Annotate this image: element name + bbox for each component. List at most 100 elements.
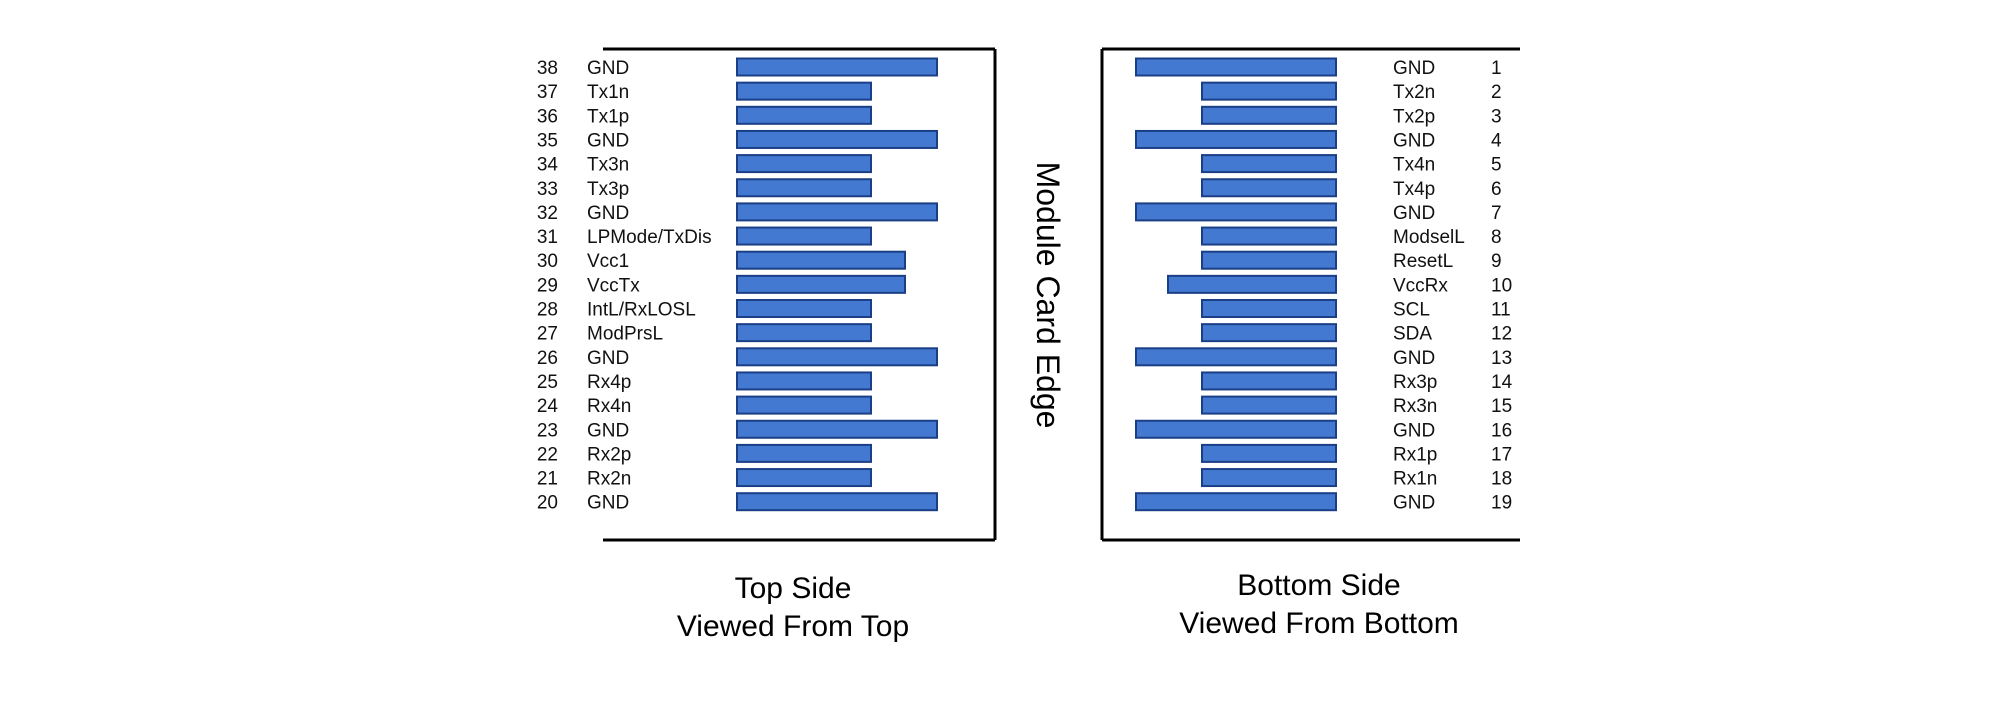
bottom-pin-row: Rx3p 14 (1201, 371, 1513, 393)
top-side-caption: Top Side Viewed From Top (583, 570, 1003, 646)
bottom-pin-row: GND 4 (1135, 129, 1502, 151)
pin-name: GND (1393, 58, 1435, 79)
pin-number: 2 (1491, 82, 1502, 103)
pin-number: 21 (537, 469, 558, 490)
bottom-side-caption-line2: Viewed From Bottom (1179, 607, 1459, 640)
pin-number: 38 (537, 58, 558, 79)
pin-name: GND (587, 348, 629, 369)
contact-pad (1201, 154, 1337, 174)
pin-name: SCL (1393, 300, 1430, 321)
pin-number: 17 (1491, 444, 1512, 465)
pin-number: 11 (1491, 300, 1511, 321)
pin-number: 30 (537, 251, 558, 272)
bottom-pin-row: Tx2n 2 (1201, 81, 1502, 103)
bottom-pin-row: ModselL 8 (1201, 226, 1502, 248)
pin-name: Tx2p (1393, 106, 1435, 127)
pin-number: 37 (537, 82, 558, 103)
bottom-pin-row: Rx1n 18 (1201, 468, 1512, 490)
pin-name: VccTx (587, 275, 640, 296)
contact-pad (1167, 274, 1337, 294)
bottom-pin-row: Tx2p 3 (1201, 105, 1502, 127)
pin-name: Tx4p (1393, 179, 1435, 200)
pin-name: Tx2n (1393, 82, 1435, 103)
bottom-pin-row: ResetL 9 (1201, 250, 1502, 272)
contact-pad (736, 105, 872, 125)
top-pin-row: 26 GND (537, 347, 938, 369)
contact-pad (1201, 371, 1337, 391)
contact-pad (736, 57, 938, 77)
contact-pad (1201, 468, 1337, 488)
contact-pad (1135, 129, 1337, 149)
pin-number: 27 (537, 324, 558, 345)
top-pin-row: 20 GND (537, 492, 938, 514)
contact-pad (1201, 81, 1337, 101)
contact-pad (1135, 492, 1337, 512)
contact-pad (736, 202, 938, 222)
contact-pad (1135, 57, 1337, 77)
pin-name: Rx3n (1393, 396, 1437, 417)
bottom-side-frame (1100, 47, 1520, 542)
bottom-pin-row: Tx4p 6 (1201, 178, 1502, 200)
pin-number: 20 (537, 493, 558, 514)
pin-number: 22 (537, 444, 558, 465)
pin-number: 13 (1491, 348, 1512, 369)
top-side-caption-line2: Viewed From Top (676, 610, 910, 643)
contact-pad (1201, 105, 1337, 125)
top-pin-row: 38 GND (537, 57, 938, 79)
module-card-edge-label: Module Card Edge (1030, 162, 1066, 429)
bottom-side-caption: Bottom Side Viewed From Bottom (1109, 567, 1529, 643)
bottom-pin-row: Rx3n 15 (1201, 395, 1512, 417)
pin-number: 31 (537, 227, 558, 248)
pin-name: GND (587, 58, 629, 79)
pin-number: 19 (1491, 493, 1512, 514)
contact-pad (736, 226, 872, 246)
pin-name: Rx3p (1393, 372, 1437, 393)
pin-number: 3 (1491, 106, 1502, 127)
pin-name: Tx3n (587, 155, 629, 176)
pin-number: 16 (1491, 420, 1512, 441)
contact-pad (1201, 299, 1337, 318)
bottom-side-pins: GND 1 Tx2n 2 Tx2p 3 GND 4 Tx4n 5 Tx4p 6 GND 7 ModselL 8… (1135, 57, 1513, 514)
pin-name: LPMode/TxDis (587, 227, 712, 248)
contact-pad (1201, 226, 1337, 246)
pin-number: 5 (1491, 155, 1502, 176)
pin-number: 25 (537, 372, 558, 393)
pin-number: 8 (1491, 227, 1502, 248)
top-pin-row: 32 GND (537, 202, 938, 224)
bottom-pin-row: GND 19 (1135, 492, 1512, 514)
bottom-pin-row: GND 7 (1135, 202, 1502, 224)
contact-pad (1201, 443, 1337, 463)
pin-name: GND (587, 203, 629, 224)
pin-name: ResetL (1393, 251, 1453, 272)
pin-name: Rx2n (587, 469, 631, 490)
pin-number: 4 (1491, 130, 1502, 151)
bottom-pin-row: GND 13 (1135, 347, 1512, 369)
pin-name: GND (1393, 348, 1435, 369)
top-pin-row: 30 Vcc1 (537, 250, 906, 272)
pin-name: Rx4p (587, 372, 631, 393)
pin-name: Vcc1 (587, 251, 629, 272)
contact-pad (736, 347, 938, 367)
pin-number: 15 (1491, 396, 1512, 417)
pin-number: 14 (1491, 372, 1513, 393)
pin-name: VccRx (1393, 275, 1448, 296)
top-pin-row: 37 Tx1n (537, 81, 872, 103)
bottom-pin-row: SCL 11 (1201, 299, 1511, 321)
top-pin-row: 35 GND (537, 129, 938, 151)
pin-name: GND (1393, 420, 1435, 441)
contact-pad (736, 274, 906, 294)
pin-name: GND (587, 493, 629, 514)
pin-name: Tx3p (587, 179, 629, 200)
top-side-frame (603, 47, 997, 542)
pin-name: ModPrsL (587, 324, 663, 345)
pin-name: Rx1n (1393, 469, 1437, 490)
pin-number: 28 (537, 300, 558, 321)
contact-pad (736, 299, 872, 318)
pin-number: 23 (537, 420, 558, 441)
bottom-pin-row: GND 1 (1135, 57, 1502, 79)
pin-number: 9 (1491, 251, 1502, 272)
pin-number: 18 (1491, 469, 1512, 490)
top-side-caption-line1: Top Side (734, 572, 852, 605)
pin-name: Rx1p (1393, 444, 1437, 465)
